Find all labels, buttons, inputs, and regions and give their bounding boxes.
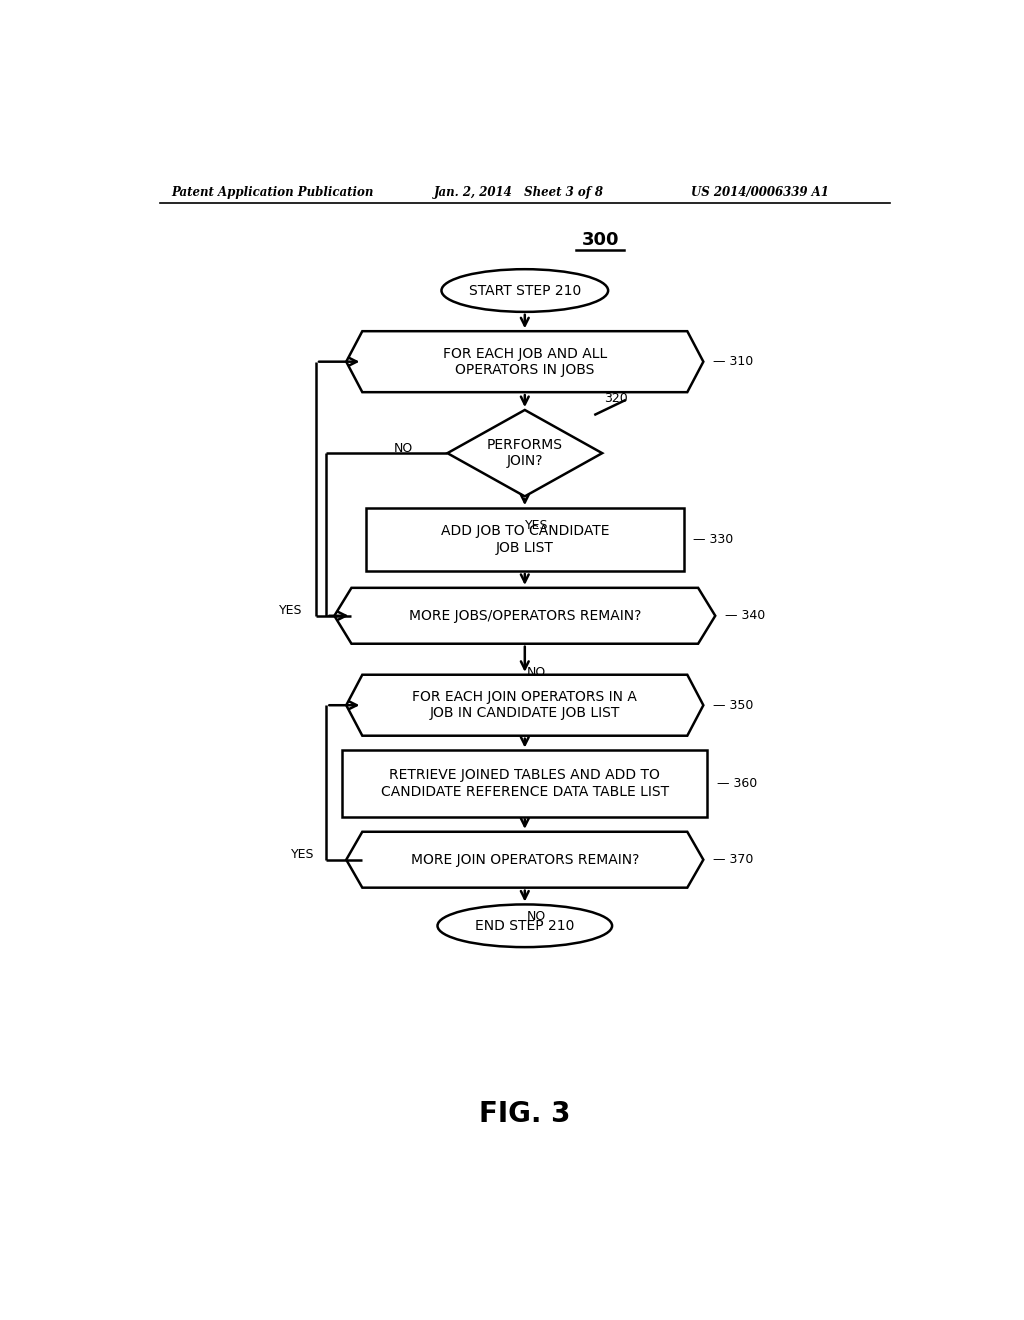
Text: — 340: — 340 xyxy=(725,610,765,622)
Text: US 2014/0006339 A1: US 2014/0006339 A1 xyxy=(691,186,829,199)
Text: Jan. 2, 2014   Sheet 3 of 8: Jan. 2, 2014 Sheet 3 of 8 xyxy=(433,186,603,199)
Text: FIG. 3: FIG. 3 xyxy=(479,1100,570,1127)
Text: — 360: — 360 xyxy=(717,777,757,789)
Text: — 350: — 350 xyxy=(713,698,754,711)
Text: — 370: — 370 xyxy=(713,853,754,866)
Bar xyxy=(367,508,684,572)
Text: — 310: — 310 xyxy=(713,355,753,368)
Text: NO: NO xyxy=(394,442,414,454)
Text: YES: YES xyxy=(291,849,314,861)
Text: 300: 300 xyxy=(582,231,618,248)
Text: NO: NO xyxy=(527,667,547,678)
Text: FOR EACH JOB AND ALL
OPERATORS IN JOBS: FOR EACH JOB AND ALL OPERATORS IN JOBS xyxy=(442,347,607,376)
Text: — 330: — 330 xyxy=(693,533,733,546)
Text: ADD JOB TO CANDIDATE
JOB LIST: ADD JOB TO CANDIDATE JOB LIST xyxy=(440,524,609,554)
Text: FOR EACH JOIN OPERATORS IN A
JOB IN CANDIDATE JOB LIST: FOR EACH JOIN OPERATORS IN A JOB IN CAND… xyxy=(413,690,637,721)
Text: YES: YES xyxy=(525,519,549,532)
Text: PERFORMS
JOIN?: PERFORMS JOIN? xyxy=(486,438,563,469)
Bar xyxy=(342,751,708,817)
Text: START STEP 210: START STEP 210 xyxy=(469,284,581,297)
Text: NO: NO xyxy=(527,909,547,923)
Text: Patent Application Publication: Patent Application Publication xyxy=(172,186,374,199)
Text: RETRIEVE JOINED TABLES AND ADD TO
CANDIDATE REFERENCE DATA TABLE LIST: RETRIEVE JOINED TABLES AND ADD TO CANDID… xyxy=(381,768,669,799)
Text: END STEP 210: END STEP 210 xyxy=(475,919,574,933)
Text: MORE JOIN OPERATORS REMAIN?: MORE JOIN OPERATORS REMAIN? xyxy=(411,853,639,867)
Text: 320: 320 xyxy=(604,392,628,405)
Text: YES: YES xyxy=(279,605,302,618)
Text: MORE JOBS/OPERATORS REMAIN?: MORE JOBS/OPERATORS REMAIN? xyxy=(409,609,641,623)
